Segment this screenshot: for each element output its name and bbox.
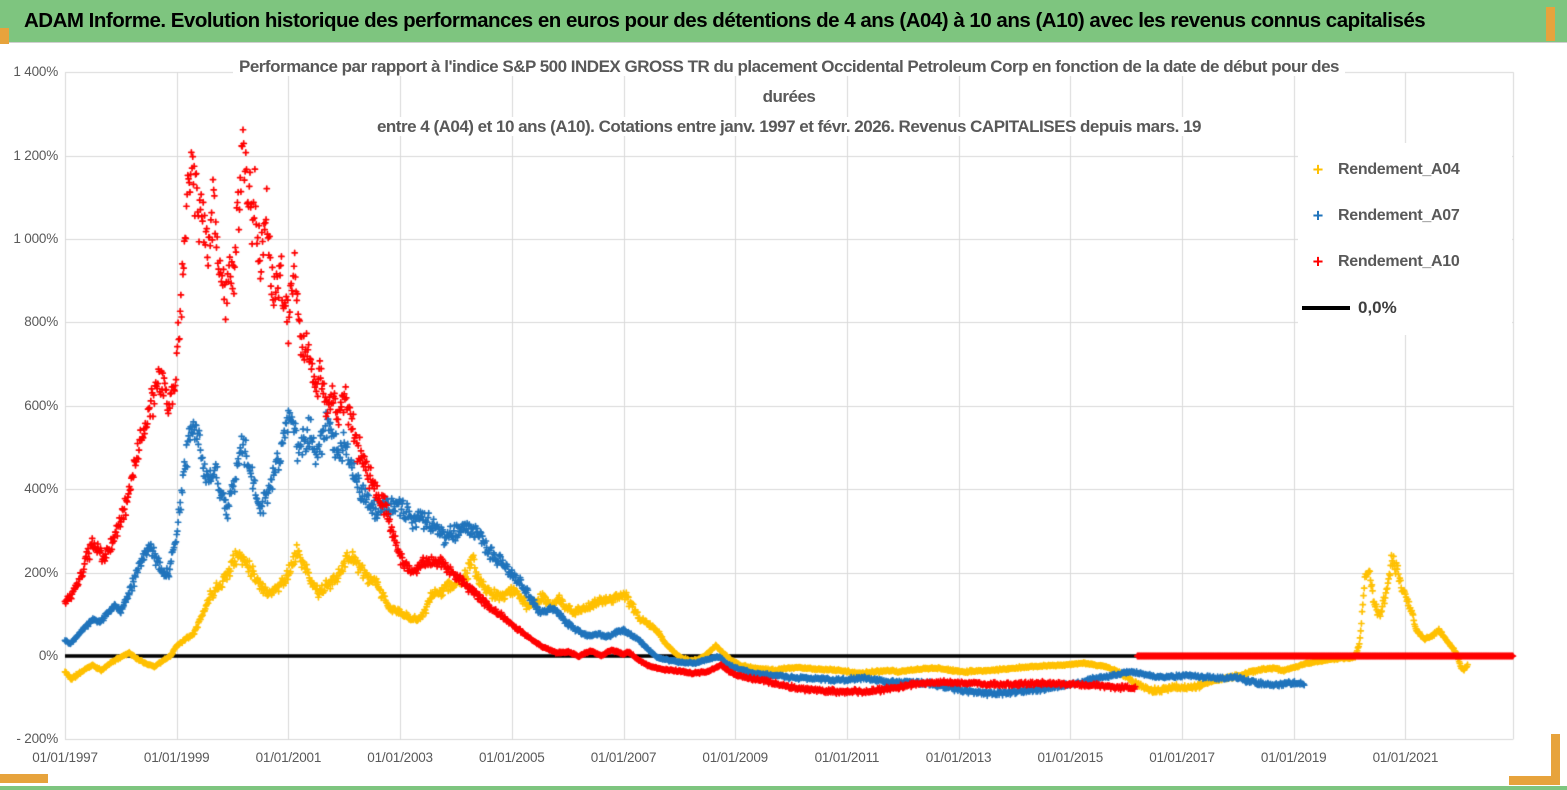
legend-label-a10: Rendement_A10 xyxy=(1338,253,1460,270)
x-tick-label: 01/01/2017 xyxy=(1149,750,1215,765)
y-tick-label: - 200% xyxy=(16,731,58,747)
legend[interactable]: + Rendement_A04 + Rendement_A07 + Rendem… xyxy=(1298,143,1512,335)
bottom-green-border xyxy=(0,786,1567,790)
legend-label-a04: Rendement_A04 xyxy=(1338,161,1460,178)
x-tick-label: 01/01/2001 xyxy=(255,750,322,765)
plus-icon: + xyxy=(1312,205,1324,226)
selection-handle-bottom-right-h[interactable] xyxy=(1509,776,1560,785)
legend-label-zero: 0,0% xyxy=(1358,298,1397,317)
x-tick-label: 01/01/1999 xyxy=(143,750,210,765)
y-tick-label: 1 400% xyxy=(13,64,58,80)
x-tick-label: 01/01/2003 xyxy=(367,750,433,765)
selection-handle-bottom-left[interactable] xyxy=(0,774,48,783)
plus-icon: + xyxy=(1312,159,1324,180)
x-tick-label: 01/01/2011 xyxy=(814,750,880,765)
selection-handle-bottom-right-v[interactable] xyxy=(1551,734,1560,783)
x-tick-label: 01/01/1997 xyxy=(32,750,98,765)
banner-title: ADAM Informe. Evolution historique des p… xyxy=(24,9,1426,32)
chart-title-line-1: Performance par rapport à l'indice S&P 5… xyxy=(65,52,1513,82)
x-tick-label: 01/01/2015 xyxy=(1037,750,1104,765)
x-tick-label: 01/01/2021 xyxy=(1372,750,1439,765)
x-tick-label: 01/01/2009 xyxy=(702,750,768,765)
y-tick-label: 1 000% xyxy=(13,231,58,246)
x-tick-label: 01/01/2005 xyxy=(479,750,545,765)
legend-item-a07[interactable]: + Rendement_A07 xyxy=(1298,193,1512,239)
y-tick-label: 0% xyxy=(38,648,58,663)
y-tick-label: 800% xyxy=(24,314,58,330)
chart-title: Performance par rapport à l'indice S&P 5… xyxy=(65,52,1513,142)
chart-title-line-2: durées xyxy=(65,82,1513,112)
y-tick-label: 600% xyxy=(24,397,58,413)
x-tick-label: 01/01/2019 xyxy=(1260,750,1327,765)
y-tick-label: 1 200% xyxy=(13,147,58,163)
plus-icon: + xyxy=(1312,251,1324,272)
selection-handle-top-right[interactable] xyxy=(1546,7,1555,41)
legend-item-zero[interactable]: 0,0% xyxy=(1298,285,1512,331)
legend-label-a07: Rendement_A07 xyxy=(1338,207,1460,224)
legend-item-a04[interactable]: + Rendement_A04 xyxy=(1298,147,1512,193)
chart-area: Performance par rapport à l'indice S&P 5… xyxy=(0,43,1567,786)
zero-line-icon xyxy=(1302,306,1350,310)
x-tick-label: 01/01/2013 xyxy=(925,750,992,765)
y-tick-label: 400% xyxy=(24,481,58,497)
header-banner: ADAM Informe. Evolution historique des p… xyxy=(0,0,1567,43)
selection-handle-top-left[interactable] xyxy=(0,28,9,44)
legend-item-a10[interactable]: + Rendement_A10 xyxy=(1298,239,1512,285)
x-tick-label: 01/01/2007 xyxy=(590,750,657,765)
y-tick-label: 200% xyxy=(24,564,58,580)
chart-title-line-3: entre 4 (A04) et 10 ans (A10). Cotations… xyxy=(65,112,1513,142)
